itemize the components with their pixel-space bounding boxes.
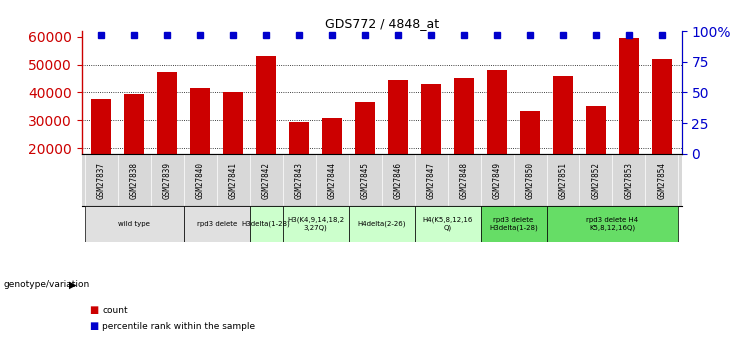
Text: rpd3 delete
H3delta(1-28): rpd3 delete H3delta(1-28) (489, 217, 538, 231)
Text: GSM27837: GSM27837 (97, 161, 106, 199)
Bar (355, 102, 375, 204)
Bar (421, 84, 441, 204)
Text: GSM27848: GSM27848 (459, 161, 468, 199)
Text: ▶: ▶ (69, 280, 76, 289)
Text: GSM27841: GSM27841 (229, 161, 238, 199)
Bar (619, 38, 639, 204)
FancyBboxPatch shape (415, 206, 481, 242)
Text: GSM27845: GSM27845 (361, 161, 370, 199)
FancyBboxPatch shape (348, 206, 415, 242)
Text: GSM27846: GSM27846 (393, 161, 402, 199)
FancyBboxPatch shape (282, 206, 348, 242)
Title: GDS772 / 4848_at: GDS772 / 4848_at (325, 17, 439, 30)
Text: H4(K5,8,12,16
Q): H4(K5,8,12,16 Q) (422, 217, 473, 231)
Bar (190, 88, 210, 204)
Bar (322, 118, 342, 204)
FancyBboxPatch shape (547, 206, 679, 242)
Text: ■: ■ (89, 321, 98, 331)
Text: H3(K4,9,14,18,2
3,27Q): H3(K4,9,14,18,2 3,27Q) (287, 217, 345, 231)
Text: GSM27852: GSM27852 (591, 161, 600, 199)
Text: percentile rank within the sample: percentile rank within the sample (102, 322, 256, 331)
Text: GSM27847: GSM27847 (427, 161, 436, 199)
Bar (223, 92, 243, 204)
Text: H3delta(1-28): H3delta(1-28) (242, 221, 290, 227)
Text: GSM27850: GSM27850 (525, 161, 534, 199)
Text: H4delta(2-26): H4delta(2-26) (357, 221, 406, 227)
FancyBboxPatch shape (250, 206, 282, 242)
FancyBboxPatch shape (481, 206, 547, 242)
Bar (91, 99, 111, 204)
Bar (256, 56, 276, 204)
Text: GSM27838: GSM27838 (130, 161, 139, 199)
Text: GSM27849: GSM27849 (493, 161, 502, 199)
Bar (388, 80, 408, 204)
Text: GSM27840: GSM27840 (196, 161, 205, 199)
Bar (553, 76, 573, 204)
Bar (652, 59, 672, 204)
Text: GSM27839: GSM27839 (163, 161, 172, 199)
Bar (157, 71, 177, 204)
Text: GSM27854: GSM27854 (657, 161, 666, 199)
Text: genotype/variation: genotype/variation (4, 280, 90, 289)
Text: wild type: wild type (119, 221, 150, 227)
Text: rpd3 delete H4
K5,8,12,16Q): rpd3 delete H4 K5,8,12,16Q) (586, 217, 639, 231)
FancyBboxPatch shape (184, 206, 250, 242)
Text: rpd3 delete: rpd3 delete (196, 221, 237, 227)
Text: ■: ■ (89, 306, 98, 315)
Bar (289, 122, 309, 204)
Text: GSM27853: GSM27853 (625, 161, 634, 199)
FancyBboxPatch shape (84, 206, 184, 242)
Text: count: count (102, 306, 128, 315)
Bar (520, 110, 540, 204)
Text: GSM27842: GSM27842 (262, 161, 270, 199)
Text: GSM27851: GSM27851 (559, 161, 568, 199)
Bar (586, 106, 606, 204)
Bar (487, 70, 507, 204)
Text: GSM27843: GSM27843 (295, 161, 304, 199)
Bar (124, 94, 144, 204)
Bar (454, 78, 474, 204)
Text: GSM27844: GSM27844 (328, 161, 336, 199)
